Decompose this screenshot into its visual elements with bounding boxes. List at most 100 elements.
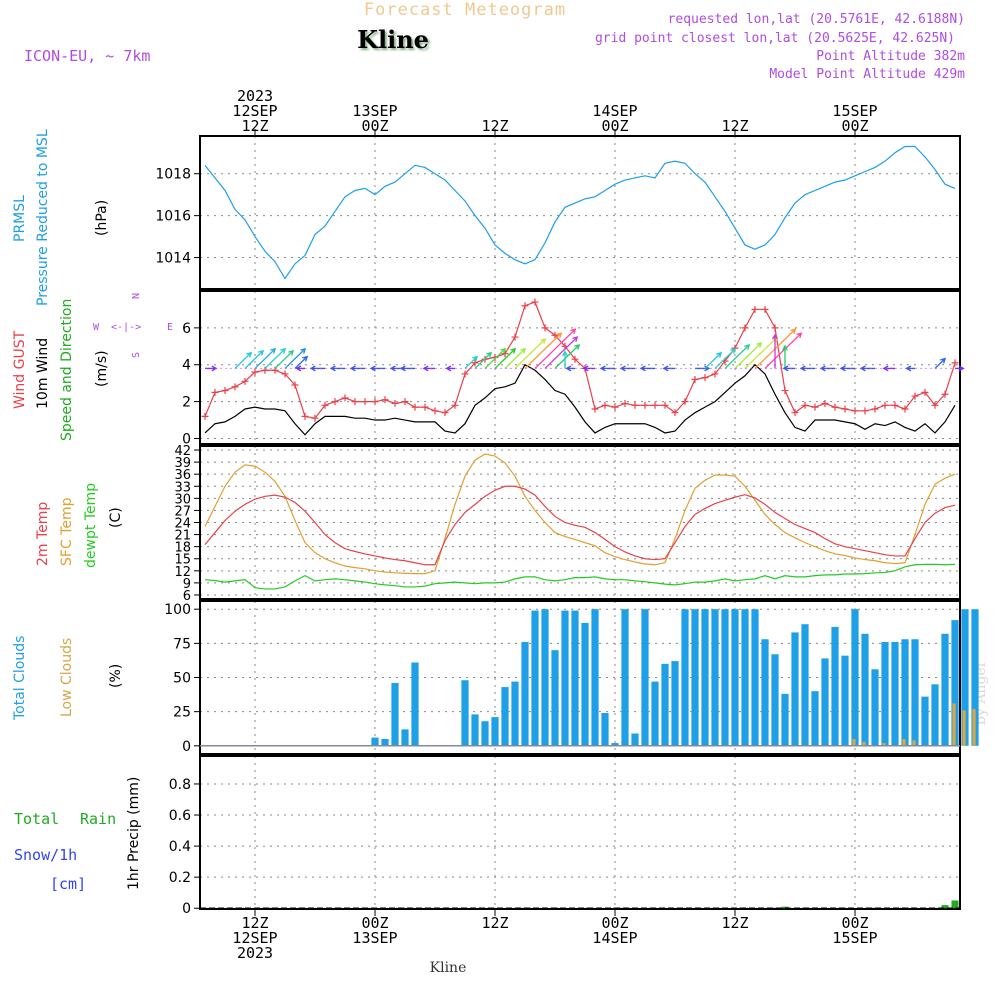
total-cloud-bar (651, 681, 659, 746)
wind-arrow (264, 347, 287, 369)
total-cloud-bar (721, 609, 729, 746)
total-cloud-bar (711, 609, 719, 746)
ytick-label-clouds-3: 75 (173, 636, 191, 652)
gust-marker (661, 401, 669, 409)
gust-marker (321, 401, 329, 409)
temp-labels: 2m Temp SFC Temp dewpt Temp (C) (35, 483, 124, 568)
total-cloud-bar (591, 609, 599, 746)
bottom-time-label: 12Z (241, 914, 268, 932)
wind-arrow (554, 343, 581, 369)
station-name: Kline (357, 25, 429, 54)
wind-arrow (514, 338, 547, 369)
model-label: ICON-EU, ~ 7km (24, 47, 150, 65)
gust-marker (891, 401, 899, 409)
gust-marker (451, 401, 459, 409)
low-cloud-bar (852, 738, 856, 746)
precip-snow-label: Snow/1h (14, 846, 77, 864)
gust-marker (281, 370, 289, 378)
gust-marker (401, 398, 409, 406)
wind-arrow (524, 332, 563, 369)
gust-marker (471, 359, 479, 367)
low-cloud-bar (882, 743, 886, 746)
total-cloud-bar (561, 610, 569, 746)
total-cloud-bar (791, 632, 799, 746)
top-time-label: 12Z (241, 117, 268, 135)
gust-marker (741, 324, 749, 332)
total-cloud-bar (621, 609, 629, 746)
gust-marker (761, 305, 769, 313)
temp-2m-line (204, 485, 956, 566)
gust-marker (671, 409, 679, 417)
gust-marker (911, 392, 919, 400)
rain-bar (951, 900, 959, 909)
total-cloud-bar (601, 713, 609, 746)
compass-s: S (131, 352, 142, 358)
gust-marker (841, 405, 849, 413)
total-cloud-bar (491, 717, 499, 746)
ytick-label-temperature-3: 15 (174, 553, 191, 568)
gust-marker (861, 407, 869, 415)
ytick-label-temperature-11: 39 (174, 456, 191, 471)
ytick-label-wind-3: 6 (182, 321, 191, 337)
ytick-label-temperature-6: 24 (174, 517, 191, 532)
wind-arrow (329, 365, 345, 372)
wind-arrow (764, 332, 803, 369)
ytick-label-temperature-8: 30 (174, 492, 191, 507)
pressure-labels: PRMSL Pressure Reduced to MSL (hPa) (12, 129, 110, 306)
total-cloud-bar (631, 733, 639, 746)
wind-arrow (704, 351, 723, 369)
ytick-label-wind-0: 0 (182, 431, 191, 447)
gust-marker (651, 401, 659, 409)
top-time-label: 00Z (601, 117, 628, 135)
requested-coords: requested lon,lat (20.5761E, 42.6188N) (668, 12, 965, 27)
gust-marker (791, 409, 799, 417)
low-cloud-bar (972, 708, 976, 746)
total-cloud-bar (681, 609, 689, 746)
total-cloud-bar (501, 687, 509, 746)
wind-arrow (714, 347, 737, 369)
ytick-label-clouds-0: 0 (182, 739, 191, 755)
bottom-time-label: 00Z (601, 914, 628, 932)
total-cloud-bar (531, 610, 539, 746)
model-altitude: Model Point Altitude 429m (769, 67, 965, 82)
wind-gust-label: Wind GUST (12, 330, 28, 409)
temp-2m-label: 2m Temp (35, 502, 51, 566)
point-altitude: Point Altitude 382m (816, 49, 965, 64)
gust-marker (931, 401, 939, 409)
top-time-label: 12Z (721, 117, 748, 135)
low-cloud-bar (862, 741, 866, 746)
total-cloud-bar (641, 609, 649, 746)
gust-marker (521, 302, 529, 310)
top-time-label: 2023 (237, 87, 273, 105)
wind-arrow (859, 365, 875, 372)
bottom-time-label: 14SEP (592, 929, 637, 947)
low-clouds-label: Low Clouds (59, 638, 75, 717)
compass-e: E (167, 322, 173, 333)
gust-marker (251, 368, 259, 376)
wind-arrow (562, 350, 568, 369)
bottom-time-label: 12Z (721, 914, 748, 932)
gust-marker (781, 387, 789, 395)
ytick-label-precip-2: 0.4 (169, 839, 191, 855)
gust-marker (851, 407, 859, 415)
gust-marker (201, 412, 209, 420)
wind-arrow (484, 347, 507, 369)
wind-arrow (284, 347, 307, 369)
rain-bar (781, 906, 789, 909)
total-cloud-bar (811, 691, 819, 746)
wind-arrow (724, 343, 751, 369)
wind-arrow (244, 349, 265, 369)
total-cloud-bar (851, 609, 859, 746)
wind-arrow (349, 365, 365, 372)
total-cloud-bar (701, 609, 709, 746)
total-cloud-bar (931, 684, 939, 746)
ytick-label-wind-2: 4 (182, 358, 191, 374)
top-time-label: 00Z (361, 117, 388, 135)
compass-rose: W <-|-> E N S (93, 293, 173, 358)
gust-marker (641, 401, 649, 409)
wind-arrow (534, 328, 577, 369)
precip-labels: Total Rain Snow/1h [cm] 1hr Precip (mm) (14, 777, 142, 893)
total-cloud-bar (751, 609, 759, 746)
total-cloud-bar (971, 609, 979, 746)
panel-wind: 0 2 4 6 (182, 290, 965, 447)
